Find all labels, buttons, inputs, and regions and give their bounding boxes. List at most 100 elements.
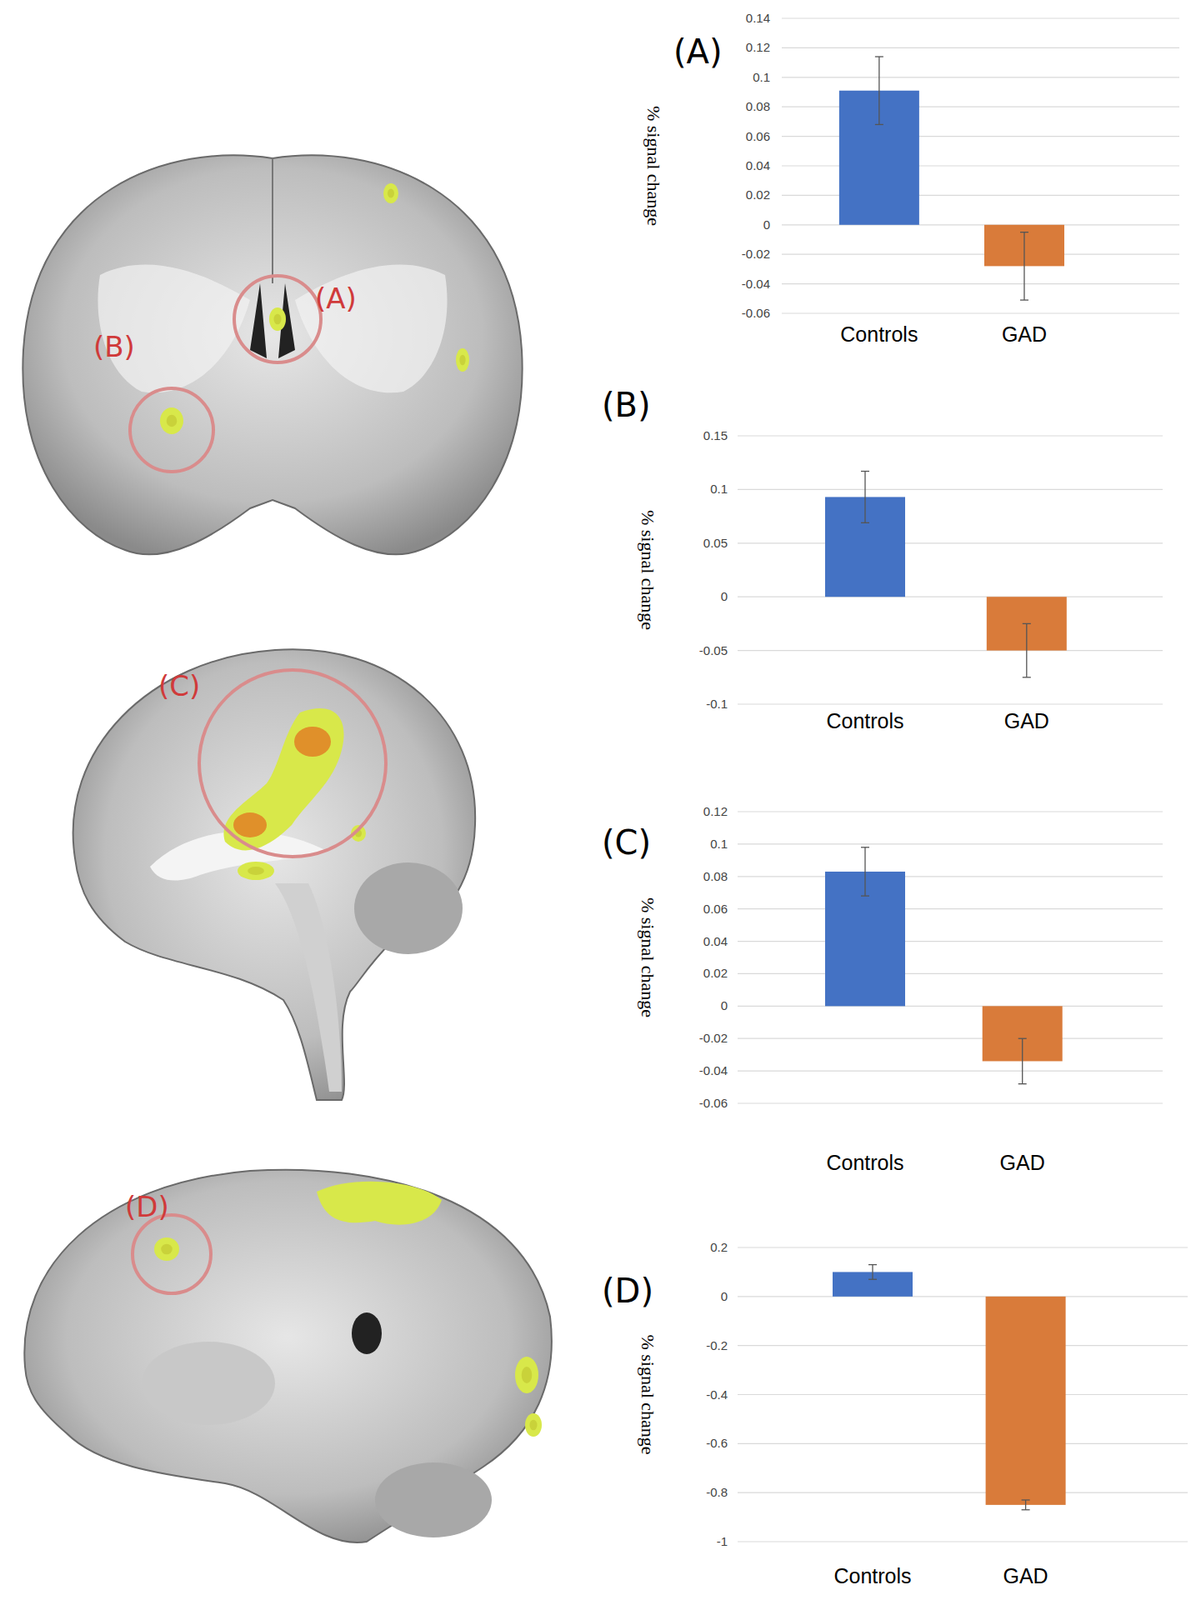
cerebellum — [354, 862, 463, 955]
grid-line — [737, 1541, 1188, 1542]
panel-title: (D) — [601, 1271, 654, 1311]
roi-circle — [199, 670, 386, 857]
activation-core — [521, 1366, 533, 1384]
brainstem — [275, 883, 342, 1092]
error-cap — [1018, 1038, 1027, 1040]
tick-label: 0.02 — [745, 187, 771, 202]
sagittal-slice-medial — [73, 649, 476, 1101]
category-label: GAD — [1003, 1564, 1049, 1588]
activation-blob — [269, 307, 286, 331]
grid-line — [737, 875, 1163, 877]
tick-label: 0.04 — [745, 158, 771, 173]
grid-line — [737, 489, 1163, 491]
error-cap — [1022, 623, 1031, 625]
panel-title: (B) — [601, 385, 651, 425]
bar — [985, 1296, 1066, 1506]
brain-outline — [24, 1170, 552, 1543]
roi-circle — [132, 1215, 211, 1294]
tick-label: -0.06 — [699, 1095, 728, 1111]
tick-label: -0.8 — [705, 1485, 728, 1500]
error-bar — [1022, 623, 1031, 677]
panel-title: (C) — [601, 823, 651, 862]
category-label: Controls — [833, 1564, 911, 1588]
tick-label: 0.2 — [710, 1240, 728, 1255]
error-cap — [1018, 1083, 1027, 1085]
tick-label: -0.4 — [705, 1387, 728, 1402]
activation-blob — [160, 407, 184, 435]
tick-label: -0.02 — [741, 246, 771, 261]
tick-label: 0 — [720, 589, 728, 604]
activation-core — [530, 1420, 538, 1432]
activation-blob — [223, 708, 344, 851]
tick-label: -0.6 — [705, 1436, 728, 1451]
bar-chart: (A)-0.06-0.04-0.0200.020.040.060.080.10.… — [643, 10, 1180, 346]
activation-core — [387, 189, 395, 199]
error-cap — [1021, 1499, 1031, 1501]
error-stem — [864, 471, 866, 524]
grid-line — [737, 1070, 1163, 1072]
grid-line — [737, 1394, 1188, 1396]
error-bar — [875, 56, 884, 125]
error-stem — [871, 1265, 873, 1281]
putamen — [141, 1341, 276, 1426]
tick-label: -0.05 — [699, 643, 728, 658]
error-cap — [1020, 299, 1029, 301]
activation-peak — [233, 812, 267, 838]
error-bar — [860, 847, 870, 896]
grid-line — [737, 1038, 1163, 1040]
grid-line — [737, 435, 1163, 436]
grid-line — [737, 650, 1163, 651]
tick-label: 0 — [763, 217, 771, 232]
grid-line — [737, 1102, 1163, 1104]
tick-label: -0.06 — [741, 305, 771, 321]
grid-line — [737, 703, 1163, 705]
error-bar — [1018, 1038, 1027, 1084]
activation-core — [274, 314, 282, 326]
tick-label: 0 — [720, 998, 728, 1013]
activation-core — [247, 866, 265, 876]
grid-line — [781, 283, 1180, 285]
error-cap — [875, 124, 884, 126]
error-stem — [864, 847, 866, 896]
error-stem — [878, 56, 880, 125]
ventricle — [351, 1312, 382, 1355]
grid-line — [737, 1345, 1188, 1347]
tick-label: 0.1 — [710, 481, 728, 496]
brain-outline — [73, 649, 476, 1101]
cerebellum — [375, 1462, 492, 1538]
grid-line — [781, 312, 1180, 314]
sagittal-slice-lateral — [24, 1170, 552, 1543]
grid-line — [737, 940, 1163, 942]
tick-label: 0.15 — [703, 428, 728, 443]
tick-label: 0.1 — [752, 70, 771, 85]
roi-circle — [234, 275, 321, 363]
brain-label: (B) — [93, 330, 136, 364]
roi-circle — [130, 388, 214, 472]
axis-label: % signal change — [637, 1334, 659, 1455]
error-cap — [860, 846, 870, 848]
tick-label: 0.06 — [745, 129, 771, 144]
error-stem — [1025, 623, 1027, 677]
tick-label: 0.08 — [703, 869, 728, 884]
error-cap — [860, 470, 870, 472]
fissure — [271, 158, 274, 284]
tick-label: 0.12 — [745, 40, 771, 55]
error-stem — [1025, 1500, 1026, 1511]
activation-core — [166, 415, 178, 427]
tick-label: -1 — [716, 1534, 728, 1549]
activation-blob — [515, 1356, 539, 1394]
bar-chart: (B)-0.1-0.0500.050.10.15% signal changeC… — [601, 385, 1163, 733]
error-cap — [1020, 231, 1029, 233]
category-label: GAD — [1004, 709, 1050, 733]
plot-area — [825, 471, 1067, 678]
grid-line — [737, 1492, 1188, 1494]
tick-label: 0.06 — [703, 901, 728, 916]
grid-line — [737, 542, 1163, 544]
bar-chart: (C)-0.06-0.04-0.0200.020.040.060.080.10.… — [601, 804, 1163, 1175]
grid-line — [781, 254, 1180, 256]
tick-label: 0 — [720, 1289, 728, 1304]
tick-label: -0.04 — [699, 1063, 728, 1078]
category-label: GAD — [1001, 322, 1047, 346]
grid-line — [737, 843, 1163, 845]
brain-label: (C) — [158, 669, 201, 703]
